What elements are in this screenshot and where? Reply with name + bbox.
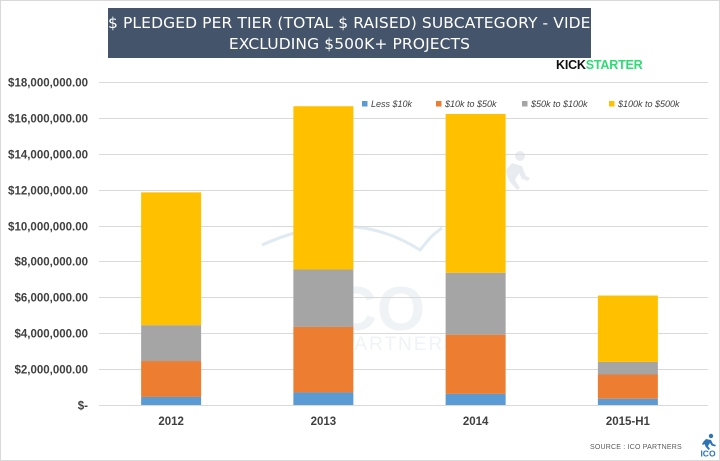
bar-segment xyxy=(141,361,202,397)
y-tick-label: $14,000,000.00 xyxy=(8,150,88,162)
bar-segment xyxy=(445,113,506,273)
chart-title: $ PLEDGED PER TIER (TOTAL $ RAISED) SUBC… xyxy=(108,8,665,58)
watermark-runner-icon xyxy=(506,151,530,190)
x-axis-tick-labels: 2012 2013 2014 2015-H1 xyxy=(158,416,650,428)
bar-segment xyxy=(597,398,658,405)
bar-segment xyxy=(141,325,202,362)
bar-segment xyxy=(293,326,354,393)
source-note: SOURCE : ICO PARTNERS xyxy=(590,444,682,451)
legend-label: $10k to $50k xyxy=(444,99,497,109)
legend-label: Less $10k xyxy=(371,99,413,109)
y-tick-label: $8,000,000.00 xyxy=(14,257,88,269)
bar-segment xyxy=(597,295,658,362)
bar-segment xyxy=(445,393,506,405)
y-tick-label: $10,000,000.00 xyxy=(8,222,88,234)
y-tick-label: $18,000,000.00 xyxy=(8,78,88,90)
ico-partners-logo: ICO xyxy=(700,433,716,458)
legend-label: $100k to $500k xyxy=(617,99,680,109)
y-tick-label: $16,000,000.00 xyxy=(8,114,88,126)
y-tick-label: $12,000,000.00 xyxy=(8,186,88,198)
x-tick-label: 2012 xyxy=(158,416,184,428)
legend-swatch xyxy=(522,101,528,107)
runner-icon xyxy=(702,433,716,450)
y-axis-tick-labels: $- $2,000,000.00 $4,000,000.00 $6,000,000.0… xyxy=(8,78,88,413)
bar-segment xyxy=(597,374,658,399)
watermark-sub-text: PARTNERS xyxy=(341,334,459,355)
bar-segment xyxy=(445,272,506,335)
y-tick-label: $6,000,000.00 xyxy=(14,293,88,305)
bars xyxy=(141,106,658,405)
legend-swatch xyxy=(609,101,615,107)
bar-segment xyxy=(445,334,506,394)
legend-swatch xyxy=(362,101,368,107)
ico-logo-text: ICO xyxy=(700,449,716,458)
x-tick-label: 2013 xyxy=(311,416,337,428)
chart-title-line-2: EXCLUDING $500K+ PROJECTS xyxy=(228,35,471,53)
chart-title-line-1: $ PLEDGED PER TIER (TOTAL $ RAISED) SUBC… xyxy=(108,14,665,32)
kickstarter-logo: KICKSTARTER xyxy=(556,58,643,72)
kickstarter-logo-part1: KICK xyxy=(556,58,586,72)
y-tick-label: $2,000,000.00 xyxy=(14,365,88,377)
y-tick-label: $4,000,000.00 xyxy=(14,329,88,341)
legend-swatch xyxy=(436,101,442,107)
legend-label: $50k to $100k xyxy=(530,99,588,109)
kickstarter-logo-part2: STARTER xyxy=(585,58,643,72)
bar-segment xyxy=(597,361,658,375)
bar-segment xyxy=(141,396,202,405)
bar-segment xyxy=(293,392,354,405)
x-tick-label: 2014 xyxy=(463,416,489,428)
bar-segment xyxy=(293,106,354,270)
legend: Less $10k $10k to $50k $50k to $100k $100k … xyxy=(362,99,680,109)
bar-segment xyxy=(141,192,202,326)
x-tick-label: 2015-H1 xyxy=(606,416,651,428)
bar-segment xyxy=(293,269,354,327)
y-tick-label: $- xyxy=(78,401,88,413)
